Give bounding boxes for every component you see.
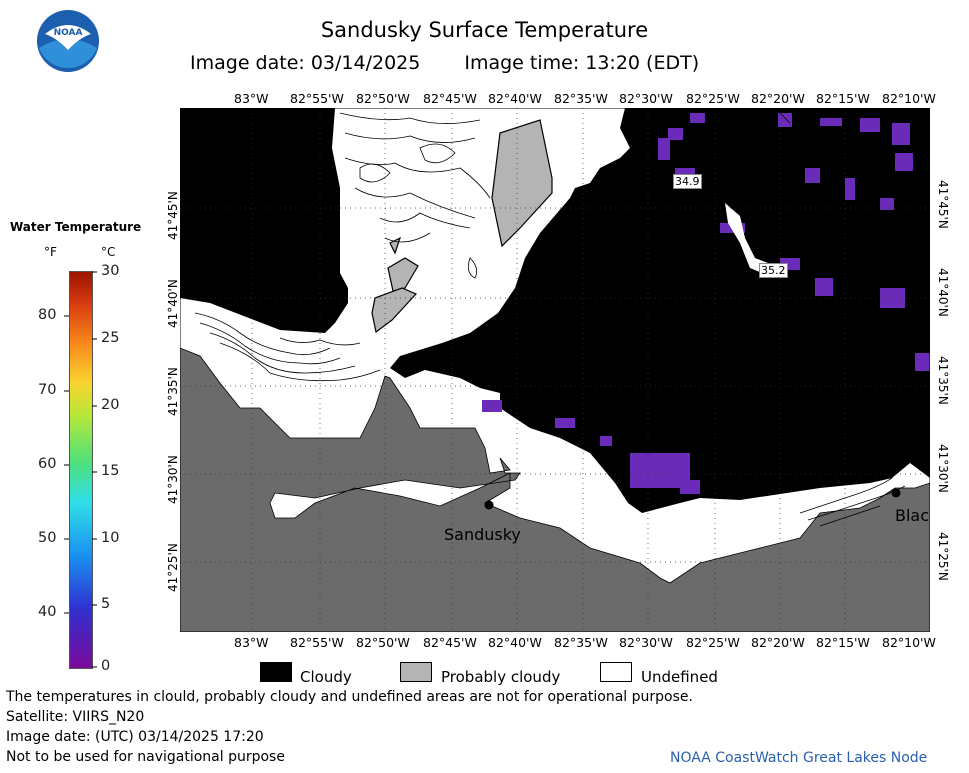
lon-tick-top: 82°55'W	[290, 91, 344, 106]
city-label-sandusky: Sandusky	[444, 525, 521, 544]
lon-tick-bottom: 82°15'W	[816, 635, 870, 650]
legend-label-undefined: Undefined	[641, 668, 718, 686]
lon-tick-bottom: 82°25'W	[686, 635, 740, 650]
legend-swatch-undefined	[600, 662, 632, 682]
colorbar-c-tick: 10	[101, 530, 120, 546]
lon-tick-top: 82°45'W	[423, 91, 477, 106]
lat-tick-right: 41°45'N	[936, 180, 950, 229]
land-area	[180, 347, 930, 632]
lat-tick-left: 41°40'N	[166, 279, 180, 328]
lon-tick-bottom: 82°45'W	[423, 635, 477, 650]
temperature-map	[180, 108, 930, 632]
cloud-area	[180, 108, 348, 333]
lon-tick-top: 82°35'W	[554, 91, 608, 106]
lat-tick-right: 41°35'N	[936, 356, 950, 405]
lon-tick-bottom: 83°W	[234, 635, 269, 650]
colorbar-f-tick: 70	[38, 382, 57, 398]
lon-tick-top: 82°40'W	[488, 91, 542, 106]
lat-tick-left: 41°25'N	[166, 543, 180, 592]
colorbar-unit-c: °C	[101, 245, 116, 259]
credit-text: NOAA CoastWatch Great Lakes Node	[670, 750, 928, 766]
probably-cloudy-area	[371, 287, 418, 334]
image-datetime: Image date: 03/14/2025 Image time: 13:20 …	[190, 52, 699, 74]
navigation-warning: Not to be used for navigational purpose	[6, 749, 285, 765]
water-band	[725, 203, 768, 273]
legend-swatch-probably-cloudy	[400, 662, 432, 682]
satellite-text: Satellite: VIIRS_N20	[6, 709, 145, 725]
lon-tick-bottom: 82°10'W	[882, 635, 936, 650]
sandusky-marker-icon	[484, 500, 494, 510]
lat-tick-left: 41°30'N	[166, 455, 180, 504]
lon-tick-bottom: 82°50'W	[356, 635, 410, 650]
colorbar-f-tick: 60	[38, 456, 57, 472]
graticule	[180, 108, 930, 632]
colorbar-f-tick: 50	[38, 530, 57, 546]
colorbar-tick-marks	[64, 271, 97, 668]
lon-tick-bottom: 82°40'W	[488, 635, 542, 650]
colorbar-f-tick: 80	[38, 307, 57, 323]
lon-tick-bottom: 82°30'W	[619, 635, 673, 650]
legend-swatch-cloudy	[260, 662, 292, 682]
lon-tick-top: 83°W	[234, 91, 269, 106]
colorbar-c-tick: 5	[101, 596, 111, 612]
colorbar-c-tick: 0	[101, 658, 111, 674]
cold-water-pixels	[482, 113, 930, 494]
lat-tick-left: 41°45'N	[166, 191, 180, 240]
lat-tick-right: 41°30'N	[936, 444, 950, 493]
colorbar-scale	[69, 271, 93, 669]
image-time: Image time: 13:20 (EDT)	[464, 52, 700, 74]
blac-marker-icon	[891, 488, 901, 498]
colorbar-title: Water Temperature	[10, 220, 142, 234]
colorbar-c-tick: 30	[101, 263, 120, 279]
lat-tick-right: 41°25'N	[936, 532, 950, 581]
page-title: Sandusky Surface Temperature	[320, 18, 649, 42]
colorbar-c-tick: 15	[101, 463, 120, 479]
temperature-label: 35.2	[759, 263, 788, 278]
probably-cloudy-area	[387, 257, 419, 292]
logo-text: NOAA	[54, 28, 83, 38]
probably-cloudy-area	[491, 119, 553, 248]
legend-label-cloudy: Cloudy	[300, 668, 352, 686]
temperature-label: 34.9	[673, 174, 702, 189]
cloud-area	[390, 108, 930, 513]
lat-tick-right: 41°40'N	[936, 268, 950, 317]
colorbar-c-tick: 25	[101, 330, 120, 346]
lon-tick-bottom: 82°20'W	[751, 635, 805, 650]
lon-tick-top: 82°50'W	[356, 91, 410, 106]
lon-tick-bottom: 82°55'W	[290, 635, 344, 650]
colorbar-c-tick: 20	[101, 397, 120, 413]
noaa-logo-icon: NOAA	[37, 10, 99, 72]
utc-date-text: Image date: (UTC) 03/14/2025 17:20	[6, 729, 264, 745]
lon-tick-top: 82°20'W	[751, 91, 805, 106]
legend-label-probably-cloudy: Probably cloudy	[441, 668, 561, 686]
lon-tick-top: 82°10'W	[882, 91, 936, 106]
city-label-blac: Blac	[895, 506, 930, 525]
image-date: Image date: 03/14/2025	[190, 52, 421, 74]
colorbar-f-tick: 40	[38, 604, 57, 620]
lon-tick-bottom: 82°35'W	[554, 635, 608, 650]
lon-tick-top: 82°15'W	[816, 91, 870, 106]
colorbar-unit-f: °F	[44, 245, 57, 259]
lon-tick-top: 82°30'W	[619, 91, 673, 106]
lat-tick-left: 41°35'N	[166, 367, 180, 416]
disclaimer-text: The temperatures in clould, probably clo…	[6, 689, 693, 705]
lon-tick-top: 82°25'W	[686, 91, 740, 106]
